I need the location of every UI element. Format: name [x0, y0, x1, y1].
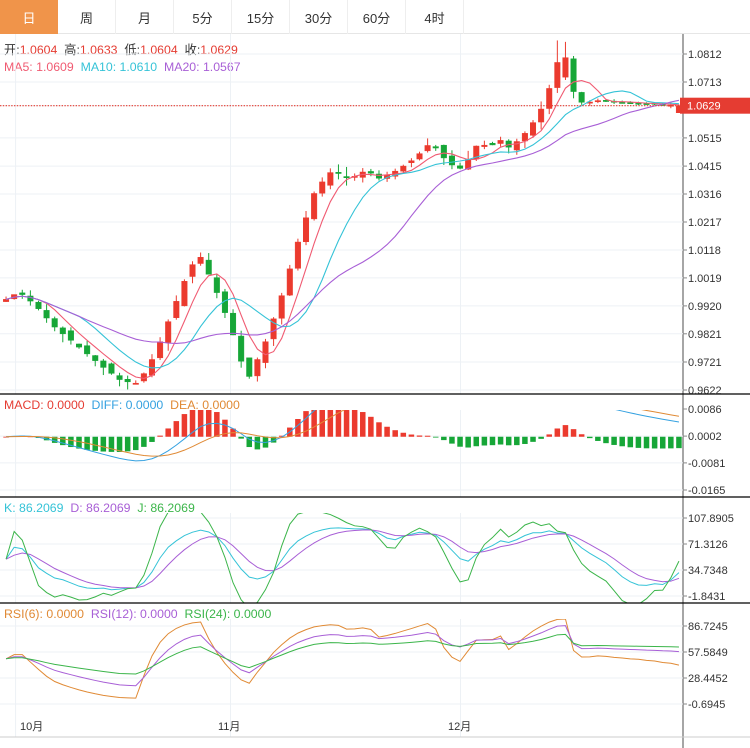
svg-text:0.9622: 0.9622 — [688, 385, 722, 397]
svg-text:-0.6945: -0.6945 — [688, 699, 725, 711]
svg-text:0.0086: 0.0086 — [688, 404, 722, 416]
svg-text:-0.0081: -0.0081 — [688, 458, 725, 470]
svg-text:12月: 12月 — [448, 721, 471, 733]
svg-text:0.9920: 0.9920 — [688, 301, 722, 313]
svg-text:34.7348: 34.7348 — [688, 565, 728, 577]
svg-text:1.0415: 1.0415 — [688, 161, 722, 173]
svg-text:57.5849: 57.5849 — [688, 647, 728, 659]
svg-text:107.8905: 107.8905 — [688, 513, 734, 525]
svg-text:1.0217: 1.0217 — [688, 217, 722, 229]
svg-text:28.4452: 28.4452 — [688, 673, 728, 685]
svg-text:11月: 11月 — [218, 721, 240, 733]
svg-text:10月: 10月 — [20, 721, 43, 733]
svg-text:-1.8431: -1.8431 — [688, 591, 725, 603]
svg-text:1.0812: 1.0812 — [688, 49, 722, 61]
svg-text:-0.0165: -0.0165 — [688, 485, 725, 497]
svg-text:1.0515: 1.0515 — [688, 133, 722, 145]
svg-text:1.0019: 1.0019 — [688, 273, 722, 285]
svg-text:1.0629: 1.0629 — [687, 101, 721, 113]
svg-text:0.0002: 0.0002 — [688, 431, 722, 443]
svg-text:71.3126: 71.3126 — [688, 539, 728, 551]
svg-text:1.0118: 1.0118 — [688, 245, 721, 257]
svg-text:0.9821: 0.9821 — [688, 329, 722, 341]
svg-text:1.0713: 1.0713 — [688, 77, 722, 89]
svg-text:1.0316: 1.0316 — [688, 189, 722, 201]
svg-text:86.7245: 86.7245 — [688, 621, 728, 633]
svg-text:0.9721: 0.9721 — [688, 357, 722, 369]
